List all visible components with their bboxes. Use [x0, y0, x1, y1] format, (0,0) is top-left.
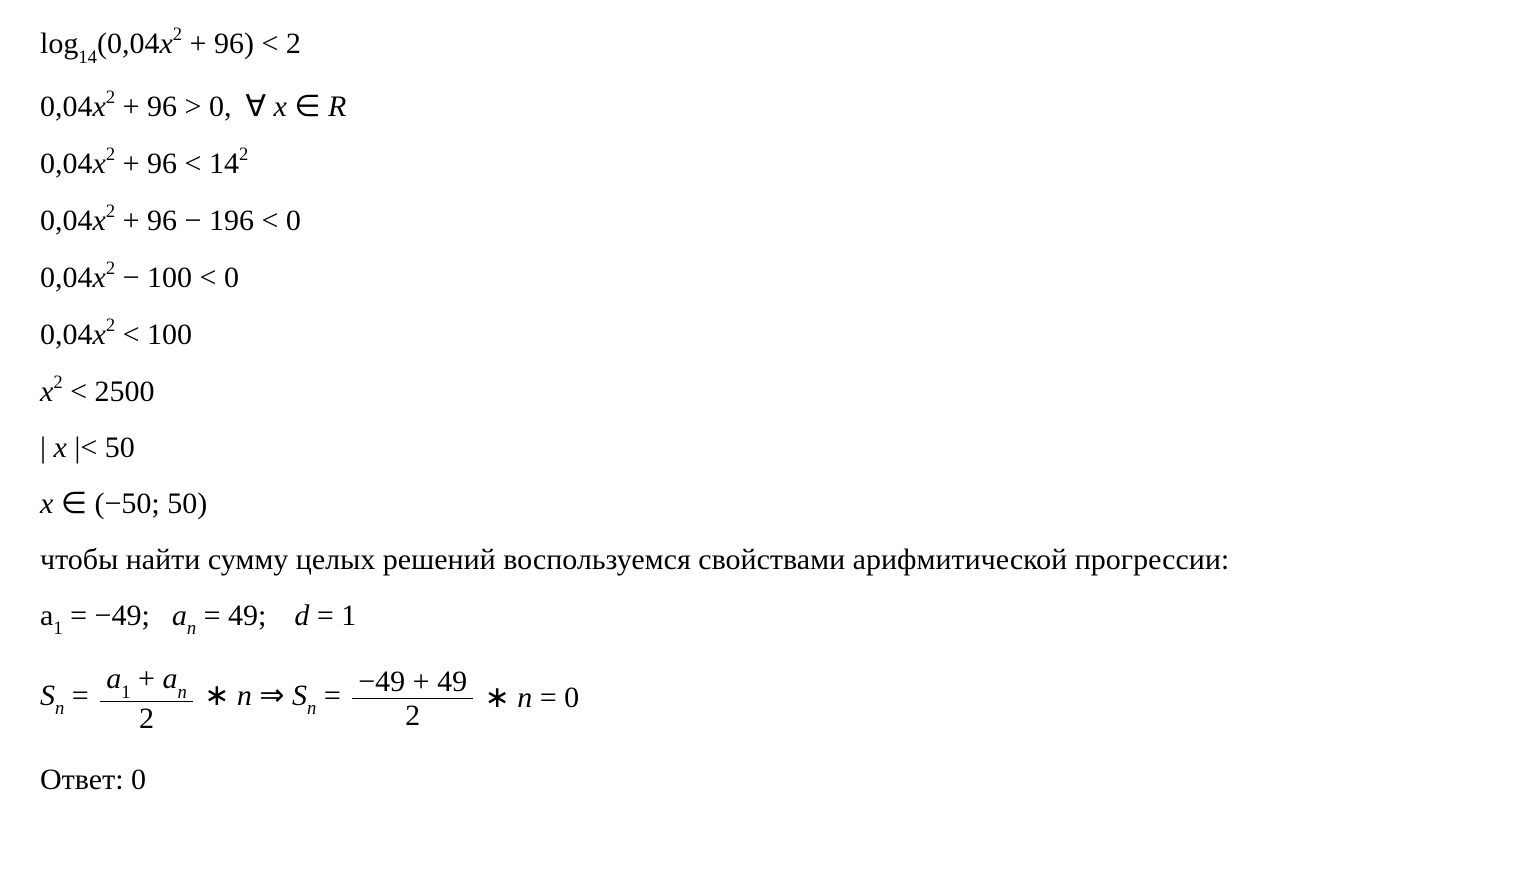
rest: < 100	[115, 318, 192, 351]
explain-text: чтобы найти сумму целых решений воспольз…	[40, 543, 1229, 576]
num-neg49plus49: −49 + 49	[352, 665, 473, 699]
answer-line: Ответ: 0	[40, 765, 1477, 795]
forall: ∀	[245, 90, 273, 123]
var-x: x	[159, 27, 172, 60]
a: a	[40, 599, 53, 632]
sub-n2: n	[307, 698, 316, 719]
num-a1-a: a	[106, 662, 121, 695]
var-x: x	[54, 431, 67, 464]
var-x: x	[93, 147, 106, 180]
lt: <	[177, 147, 209, 180]
var-x: x	[93, 318, 106, 351]
exp-2: 2	[106, 201, 115, 222]
sub-n: n	[55, 698, 64, 719]
bar: |	[67, 431, 81, 464]
plus-96: + 96	[115, 147, 177, 180]
exp-2: 2	[106, 87, 115, 108]
var-x: x	[40, 487, 53, 520]
var-x: x	[93, 204, 106, 237]
var-x: x	[93, 90, 106, 123]
coef: 0,04	[40, 261, 93, 294]
eq: =	[64, 679, 96, 712]
lt-2: < 2	[254, 27, 301, 60]
exp-2: 2	[106, 258, 115, 279]
elem-of: ∈	[53, 487, 94, 520]
eq-line-2: 0,04x2 + 96 > 0,∀ x ∈ R	[40, 91, 1477, 122]
eq-line-8: | x |< 50	[40, 433, 1477, 463]
eq2: =	[316, 679, 348, 712]
S2: S	[292, 679, 307, 712]
d: d	[294, 599, 309, 632]
den-2b: 2	[352, 699, 473, 732]
S: S	[40, 679, 55, 712]
interval: (−50; 50)	[94, 487, 207, 520]
plus-96: + 96	[182, 27, 244, 60]
exp-2: 2	[106, 144, 115, 165]
paren-open: (	[97, 27, 107, 60]
var-x: x	[40, 375, 53, 408]
rest: < 50	[80, 431, 134, 464]
coef: 0,04	[40, 204, 93, 237]
n2: n	[517, 681, 532, 714]
eq-0: = 0	[532, 681, 579, 714]
answer-text: Ответ: 0	[40, 763, 146, 796]
fraction-2: −49 + 49 2	[352, 665, 473, 732]
eq-1: = 1	[309, 599, 356, 632]
eq-49: = 49;	[196, 599, 266, 632]
log-word: log	[40, 27, 78, 60]
bar: |	[40, 431, 54, 464]
num-plus: +	[131, 662, 163, 695]
exp-2: 2	[106, 315, 115, 336]
paren-close: )	[244, 27, 254, 60]
log-base: 14	[78, 47, 97, 68]
eq-line-12: Sn = a1 + an 2 ∗ n ⇒ Sn = −49 + 49 2 ∗ n…	[40, 662, 1477, 734]
eq-neg49: = −49;	[63, 599, 150, 632]
rest: + 96 − 196 < 0	[115, 204, 301, 237]
fraction-1: a1 + an 2	[100, 662, 193, 734]
eq-line-9: x ∈ (−50; 50)	[40, 489, 1477, 519]
plus-96: + 96	[115, 90, 177, 123]
base-14: 14	[209, 147, 239, 180]
exp-2: 2	[239, 144, 248, 165]
eq-line-5: 0,04x2 − 100 < 0	[40, 262, 1477, 293]
coef: 0,04	[107, 27, 160, 60]
eq-line-6: 0,04x2 < 100	[40, 319, 1477, 350]
n: n	[237, 679, 252, 712]
arrow: ⇒	[252, 679, 292, 712]
set-R: R	[328, 90, 346, 123]
den-2: 2	[100, 702, 193, 735]
eq-line-4: 0,04x2 + 96 − 196 < 0	[40, 205, 1477, 236]
num-an-sub: n	[177, 682, 186, 703]
rest: − 100 < 0	[115, 261, 239, 294]
a-n-a: a	[172, 599, 187, 632]
eq-line-1: log14(0,04x2 + 96) < 2	[40, 28, 1477, 65]
math-solution-page: log14(0,04x2 + 96) < 2 0,04x2 + 96 > 0,∀…	[0, 0, 1517, 823]
eq-line-7: x2 < 2500	[40, 376, 1477, 407]
var-x: x	[93, 261, 106, 294]
num-a1-sub: 1	[121, 682, 130, 703]
elem-of: ∈	[287, 90, 328, 123]
num-an-a: a	[162, 662, 177, 695]
eq-line-3: 0,04x2 + 96 < 142	[40, 148, 1477, 179]
rest: < 2500	[63, 375, 155, 408]
coef: 0,04	[40, 90, 93, 123]
text-line-10: чтобы найти сумму целых решений воспольз…	[40, 545, 1477, 575]
exp-2: 2	[53, 372, 62, 393]
sub-n: n	[187, 618, 196, 639]
times2: ∗	[485, 681, 518, 714]
times: ∗	[204, 679, 237, 712]
gt-0: > 0,	[177, 90, 231, 123]
coef: 0,04	[40, 318, 93, 351]
coef: 0,04	[40, 147, 93, 180]
sub-1: 1	[53, 618, 62, 639]
var-x: x	[274, 90, 287, 123]
exp-2: 2	[173, 24, 182, 45]
eq-line-11: a1 = −49;an = 49;d = 1	[40, 601, 1477, 637]
